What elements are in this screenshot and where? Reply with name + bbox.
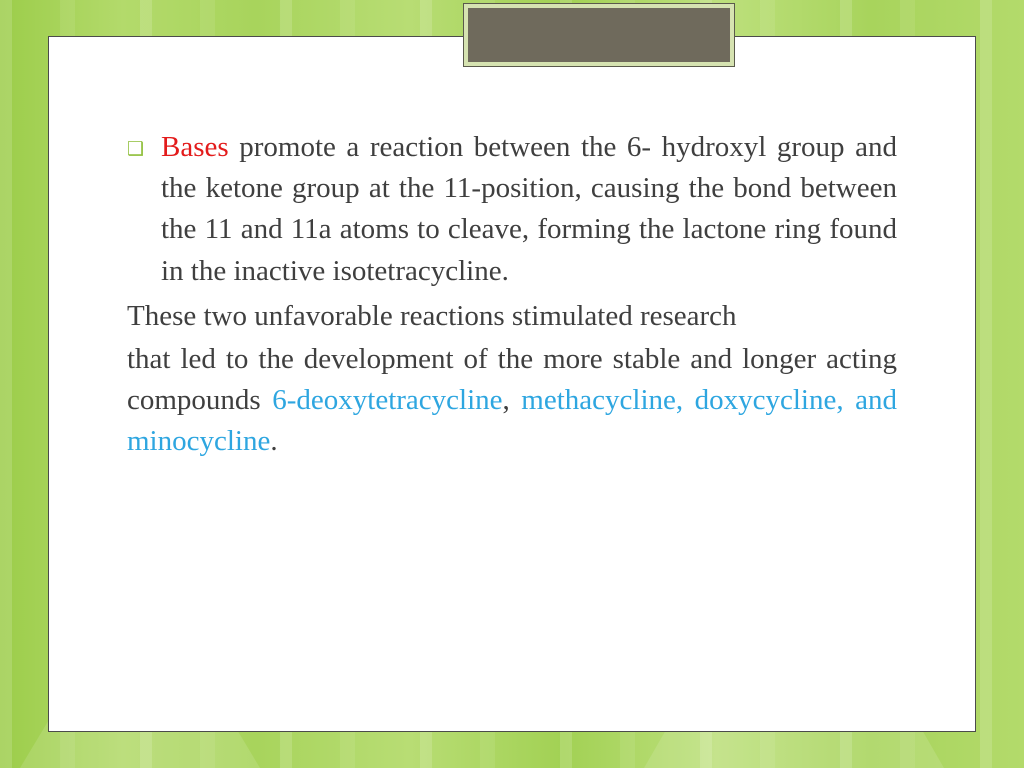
bullet-item: ❑ Bases promote a reaction between the 6… <box>127 127 897 292</box>
bullet-rest: promote a reaction between the 6- hydrox… <box>161 131 897 287</box>
text-run: . <box>270 425 277 457</box>
text-run: , <box>503 384 522 416</box>
paragraph: These two unfavorable reactions stimulat… <box>127 296 897 337</box>
slide-body: ❑ Bases promote a reaction between the 6… <box>127 127 897 462</box>
decorative-tab <box>464 4 734 66</box>
bullet-marker-icon: ❑ <box>127 127 161 292</box>
compound-name: 6-deoxytetracycline <box>272 384 502 416</box>
bullet-text: Bases promote a reaction between the 6- … <box>161 127 897 292</box>
content-frame: ❑ Bases promote a reaction between the 6… <box>48 36 976 732</box>
emphasis-word: Bases <box>161 131 229 163</box>
paragraph: that led to the development of the more … <box>127 339 897 463</box>
